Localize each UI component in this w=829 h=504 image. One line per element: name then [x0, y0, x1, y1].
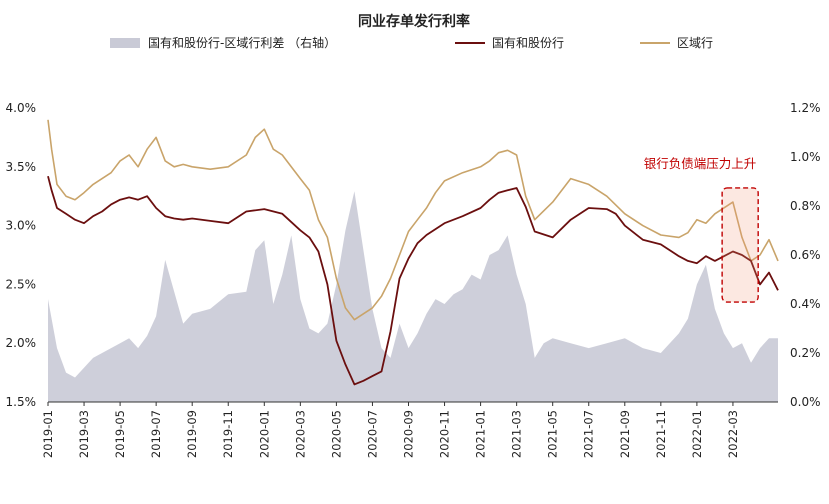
- y-right-tick-label: 0.6%: [790, 248, 821, 262]
- x-tick-label: 2020-03: [293, 410, 307, 458]
- x-tick-label: 2019-01: [41, 410, 55, 458]
- axes-layer: 1.5% 2.0% 2.5% 3.0% 3.5% 4.0% 0.0% 0.2% 0.4% 0.6%…: [6, 101, 821, 458]
- x-tick-label: 2021-05: [546, 410, 560, 458]
- x-tick-label: 2019-03: [77, 410, 91, 458]
- x-tick-label: 2019-05: [113, 410, 127, 458]
- chart-legend: 国有和股份行-区域行利差 （右轴） 国有和股份行 区域行: [110, 35, 713, 50]
- y-right-tick-label: 1.2%: [790, 101, 821, 115]
- annotation-label: 银行负债端压力上升: [644, 156, 757, 171]
- x-tick-label: 2019-07: [149, 410, 163, 458]
- x-tick-label: 2020-11: [438, 410, 452, 458]
- y-left-tick-label: 1.5%: [6, 395, 37, 409]
- x-tick-label: 2021-03: [510, 410, 524, 458]
- annotation-layer: 银行负债端压力上升: [644, 156, 759, 303]
- y-left-tick-label: 3.5%: [6, 160, 37, 174]
- annotation-box: [721, 187, 759, 303]
- series-line-regional-banks: [47, 119, 779, 321]
- x-tick-label: 2021-09: [618, 410, 632, 458]
- x-tick-label: 2020-01: [257, 410, 271, 458]
- x-tick-label: 2020-05: [329, 410, 343, 458]
- y-left-tick-label: 3.0%: [6, 219, 37, 233]
- legend-label-spread: 国有和股份行-区域行利差 （右轴）: [148, 35, 336, 50]
- x-tick-label: 2022-01: [690, 410, 704, 458]
- y-left-tick-label: 2.5%: [6, 277, 37, 291]
- y-right-tick-label: 1.0%: [790, 150, 821, 164]
- chart-title: 同业存单发行利率: [358, 13, 470, 30]
- plot-area: [47, 119, 779, 402]
- x-tick-label: 2021-07: [582, 410, 596, 458]
- legend-label-big-banks: 国有和股份行: [492, 36, 564, 50]
- x-tick-label: 2019-11: [221, 410, 235, 458]
- y-right-tick-label: 0.8%: [790, 199, 821, 213]
- x-tick-label: 2021-01: [474, 410, 488, 458]
- x-tick-label: 2021-11: [654, 410, 668, 458]
- x-tick-label: 2019-09: [185, 410, 199, 458]
- legend-swatch-spread: [110, 38, 140, 48]
- legend-label-regional-banks: 区域行: [677, 36, 713, 50]
- series-area-spread: [48, 191, 778, 402]
- x-tick-label: 2020-07: [365, 410, 379, 458]
- x-tick-label: 2022-03: [726, 410, 740, 458]
- series-line-big-banks: [47, 175, 779, 386]
- y-right-tick-label: 0.4%: [790, 297, 821, 311]
- y-right-tick-label: 0.2%: [790, 346, 821, 360]
- y-right-tick-label: 0.0%: [790, 395, 821, 409]
- x-tick-label: 2020-09: [401, 410, 415, 458]
- y-left-tick-label: 4.0%: [6, 101, 37, 115]
- y-left-tick-label: 2.0%: [6, 336, 37, 350]
